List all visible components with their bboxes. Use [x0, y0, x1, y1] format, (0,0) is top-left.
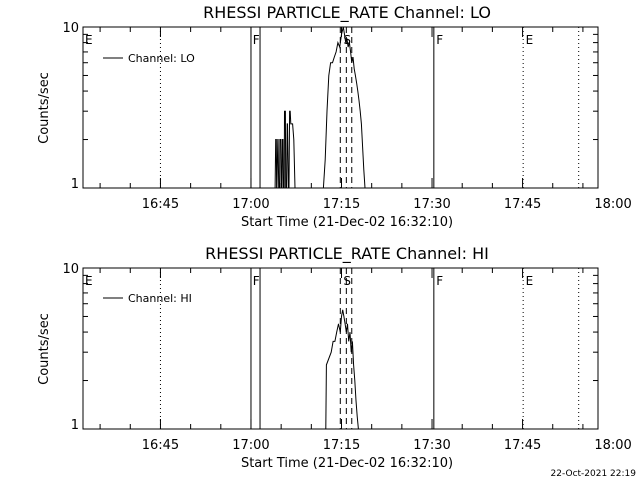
x-axis-label: Start Time (21-Dec-02 16:32:10) [241, 215, 453, 230]
x-tick-group: 16:45 17:00 17:15 17:30 17:45 18:00 [99, 27, 632, 212]
legend-label: Channel: LO [128, 52, 195, 65]
y-axis-label: Counts/sec [37, 72, 52, 144]
x-tick-label: 18:00 [594, 197, 631, 212]
vline-group [159, 268, 580, 429]
x-tick-label: 16:45 [142, 197, 179, 212]
timestamp: 22-Oct-2021 22:19 [551, 469, 637, 479]
y-tick-label: 1 [71, 418, 79, 433]
marker-label: S [343, 33, 351, 47]
x-tick-label: 18:00 [594, 438, 631, 453]
y-tick-label: 10 [62, 262, 79, 277]
marker-label: E [526, 33, 534, 47]
series-line [274, 26, 367, 189]
x-axis-label: Start Time (21-Dec-02 16:32:10) [241, 456, 453, 471]
x-tick-label: 17:30 [413, 197, 450, 212]
chart-title: RHESSI PARTICLE_RATE Channel: LO [203, 3, 491, 23]
vline-group [159, 27, 580, 188]
marker-label: F [436, 274, 443, 288]
x-tick-label: 17:45 [504, 197, 541, 212]
series-group [311, 309, 372, 430]
x-tick-label: 17:00 [232, 438, 269, 453]
panel-hi: RHESSI PARTICLE_RATE Channel: HI Start T… [37, 244, 632, 471]
y-tick-group: 1 10 [62, 262, 598, 433]
x-tick-group: 16:45 17:00 17:15 17:30 17:45 18:00 [99, 268, 632, 453]
chart-title: RHESSI PARTICLE_RATE Channel: HI [205, 244, 489, 264]
x-tick-label: 17:00 [232, 197, 269, 212]
marker-label: E [85, 33, 93, 47]
marker-label: F [253, 33, 260, 47]
series-line [311, 309, 372, 430]
legend-label: Channel: HI [128, 292, 192, 305]
y-axis-label: Counts/sec [37, 313, 52, 385]
marker-label: S [343, 274, 351, 288]
marker-label: E [85, 274, 93, 288]
y-tick-label: 1 [71, 177, 79, 192]
x-tick-label: 17:15 [323, 438, 360, 453]
x-tick-label: 17:30 [413, 438, 450, 453]
marker-label: E [526, 274, 534, 288]
marker-label: F [436, 33, 443, 47]
x-tick-label: 16:45 [142, 438, 179, 453]
marker-label: F [253, 274, 260, 288]
y-tick-group: 1 10 [62, 21, 598, 192]
series-group [274, 26, 367, 189]
panel-lo: RHESSI PARTICLE_RATE Channel: LO Start T… [37, 3, 632, 230]
x-tick-label: 17:15 [323, 197, 360, 212]
y-tick-label: 10 [62, 21, 79, 36]
x-tick-label: 17:45 [504, 438, 541, 453]
